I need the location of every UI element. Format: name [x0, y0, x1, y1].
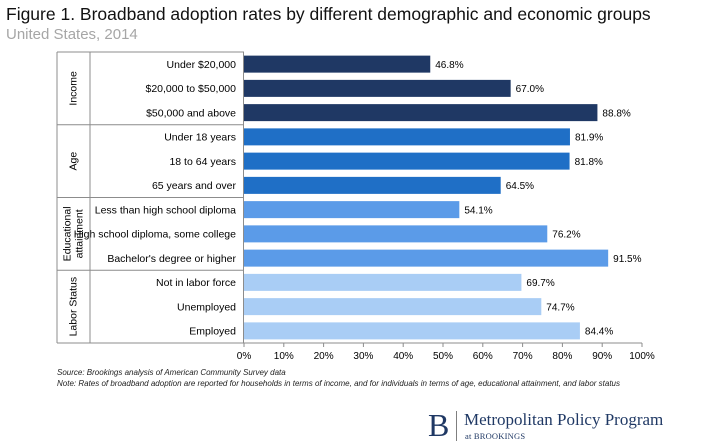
x-tick-label: 50%: [433, 351, 453, 362]
bar: [244, 273, 522, 291]
bar: [244, 201, 460, 219]
bar: [244, 128, 570, 146]
category-label: Employed: [189, 326, 236, 338]
bar: [244, 55, 431, 73]
chart-subtitle: United States, 2014: [6, 26, 138, 43]
logo-divider: [456, 411, 457, 441]
category-label: Unemployed: [177, 301, 236, 313]
bar-chart: Income Under $20,000 46.8% $20,000 to $50,0…: [56, 51, 655, 362]
brookings-logo: B Metropolitan Policy Program at BROOKIN…: [428, 407, 718, 445]
category-label: High school diploma, some college: [74, 229, 236, 241]
logo-program-name: Metropolitan Policy Program: [464, 410, 664, 429]
chart-notes: Source: Brookings analysis of American C…: [57, 367, 620, 389]
bar: [244, 298, 542, 316]
x-tick-label: 80%: [552, 351, 572, 362]
value-label: 69.7%: [526, 278, 554, 289]
x-tick-label: 100%: [629, 351, 655, 362]
category-label: $20,000 to $50,000: [145, 83, 236, 95]
category-label: $50,000 and above: [146, 107, 236, 119]
value-label: 67.0%: [516, 84, 544, 95]
group-label-2: Age: [68, 152, 80, 171]
x-tick-label: 40%: [393, 351, 413, 362]
bar: [244, 176, 501, 194]
x-tick-label: 30%: [353, 351, 373, 362]
value-label: 76.2%: [552, 230, 580, 241]
category-label: 18 to 64 years: [169, 156, 236, 168]
bar: [244, 225, 548, 243]
group-label-4: Labor Status: [68, 277, 80, 337]
category-label: Bachelor's degree or higher: [107, 253, 236, 265]
category-label: Not in labor force: [156, 277, 236, 289]
value-label: 81.9%: [575, 133, 603, 144]
value-label: 46.8%: [435, 60, 463, 71]
value-label: 64.5%: [506, 181, 534, 192]
value-label: 88.8%: [602, 108, 630, 119]
x-tick-label: 0%: [237, 351, 252, 362]
logo-subtitle: at BROOKINGS: [465, 431, 526, 441]
value-label: 91.5%: [613, 254, 641, 265]
category-label: 65 years and over: [152, 180, 237, 192]
x-tick-label: 60%: [473, 351, 493, 362]
value-label: 54.1%: [464, 205, 492, 216]
value-label: 84.4%: [585, 327, 613, 338]
value-label: 81.8%: [575, 157, 603, 168]
bar: [244, 152, 570, 170]
bar: [244, 79, 511, 97]
category-label: Less than high school diploma: [95, 204, 236, 216]
logo-mark: B: [428, 407, 450, 443]
chart-title: Figure 1. Broadband adoption rates by di…: [6, 4, 651, 24]
source-note: Source: Brookings analysis of American C…: [57, 368, 286, 377]
bar: [244, 104, 598, 122]
x-tick-label: 90%: [592, 351, 612, 362]
value-label: 74.7%: [546, 302, 574, 313]
x-tick-label: 10%: [274, 351, 294, 362]
group-label-1: Income: [68, 71, 80, 106]
x-tick-label: 70%: [513, 351, 533, 362]
category-label: Under 18 years: [164, 132, 236, 144]
category-label: Under $20,000: [167, 59, 237, 71]
x-tick-label: 20%: [314, 351, 334, 362]
group-label-3: Educationalattainment: [62, 206, 86, 261]
bar: [244, 322, 580, 340]
bar: [244, 249, 609, 267]
methodology-note: Note: Rates of broadband adoption are re…: [57, 379, 621, 388]
